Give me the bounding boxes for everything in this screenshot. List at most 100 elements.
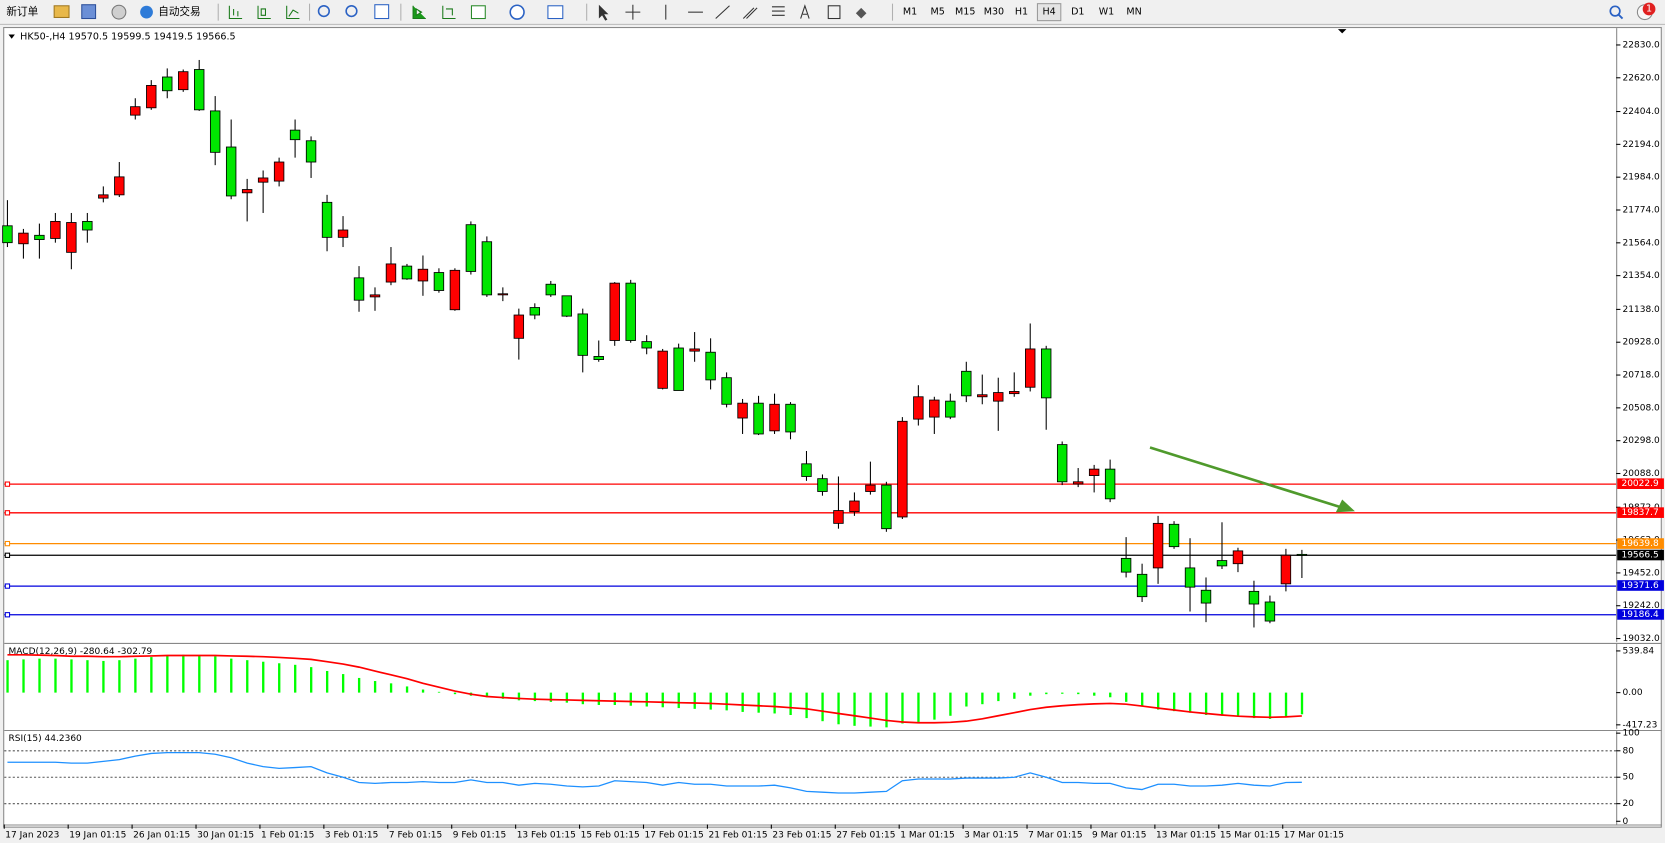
candle-body [1120,557,1132,573]
macd-bar [613,692,616,705]
macd-bar [501,692,505,699]
candle-body [849,500,860,513]
alerts-count: 1 [1646,3,1652,14]
candle-body [114,176,125,196]
macd-bar [1093,692,1096,696]
candle-body [337,229,349,238]
candle-body [449,269,461,311]
x-tick-label: 23 Feb 01:15 [772,831,831,841]
macd-bar [6,660,9,693]
icon[interactable] [286,5,300,20]
candle-body [257,177,269,183]
x-tick-label: 30 Jan 01:15 [197,831,254,841]
last-low: 19419.5 [154,31,193,42]
timeframe-button[interactable]: M1 [903,7,917,18]
y-tick-label: 21564.0 [1623,238,1661,248]
icon[interactable] [771,6,785,16]
candle-body [401,265,413,280]
icon[interactable] [509,4,525,20]
timeframe-button[interactable]: MN [1126,7,1141,18]
line-handle [4,481,11,487]
macd-bar [1045,692,1048,695]
macd-bar [118,660,121,693]
macd-bar [565,692,569,703]
icon[interactable] [81,4,97,20]
price-label-box [1617,507,1664,518]
macd-signal-line [7,653,1302,724]
icon[interactable] [412,5,426,20]
header-arrow [8,34,15,39]
auto-trading-button[interactable]: 自动交易 [140,5,201,19]
trend-arrow [1149,446,1341,509]
macd-bar [1236,692,1240,717]
icon[interactable] [53,5,70,18]
macd-bar [821,692,824,722]
timeframe-button[interactable]: H1 [1015,7,1028,18]
icon[interactable] [742,7,758,19]
macd-bar [1188,692,1192,713]
candle-body [1088,468,1100,476]
price-label-box [1617,580,1664,591]
icon[interactable] [228,5,243,20]
candle-body [417,268,429,282]
macd-bar [453,692,457,695]
y-tick-label: 19032.0 [1623,634,1661,644]
icon[interactable] [111,4,127,20]
new-order-button[interactable]: 新订单 [6,5,38,18]
y-tick-label: 22194.0 [1623,140,1661,150]
price-label: 19186.4 [1621,610,1659,620]
icon[interactable] [374,4,390,20]
timeframe-button[interactable]: H4 [1042,7,1055,18]
icon[interactable] [800,4,810,19]
macd-bar [1061,692,1064,694]
icon[interactable] [257,5,271,20]
line-handle [4,552,11,558]
timeframe-button[interactable]: M5 [930,7,944,18]
x-tick-label: 21 Feb 01:15 [708,831,767,841]
macd-bar [677,692,680,709]
candle-body [721,377,732,405]
timeframe-button[interactable]: M15 [955,7,975,18]
candle-body [98,194,109,199]
icon[interactable] [345,4,358,18]
candle-body [1040,348,1052,399]
macd-bar [757,692,760,713]
x-tick-label: 7 Mar 01:15 [1028,831,1082,841]
timeframe-selected [1036,3,1062,22]
icon[interactable] [827,5,841,20]
candle-body [1152,522,1164,569]
candle-body [1248,590,1260,605]
rsi-line [7,751,1302,794]
x-tick-label: 15 Feb 01:15 [581,831,640,841]
candle-body [801,463,812,477]
y-tick-label: 0 [1623,817,1629,827]
timeframe-button[interactable]: M30 [984,7,1004,18]
price-label: 20022.9 [1621,479,1659,489]
icon[interactable] [855,7,867,19]
toolbar-bg [0,0,1665,24]
candle-body [1009,391,1020,395]
icon[interactable] [442,5,456,20]
icon[interactable] [547,5,564,20]
price-label: 19639.8 [1621,539,1659,549]
candle-body [1296,553,1308,556]
icon[interactable] [625,4,641,20]
icon[interactable] [715,5,730,19]
macd-bar [102,660,105,693]
toolbar: 新订单 自动交易 M1 M5 M15 M30 H1 H4 [0,0,1665,25]
x-tick-label: 3 Mar 01:15 [964,831,1018,841]
macd-bar [789,692,792,716]
y-tick-label: 21774.0 [1623,206,1661,216]
icon[interactable] [598,4,609,21]
search-icon[interactable] [1609,5,1621,17]
icon[interactable] [470,5,486,20]
icon[interactable] [317,4,330,18]
line-handle [4,540,11,547]
timeframe-button[interactable]: W1 [1099,7,1115,18]
macd-bar [549,692,553,702]
timeframe-button[interactable]: D1 [1071,7,1084,18]
symbol: HK50-,H4 [20,31,65,42]
macd-bar [1125,692,1128,702]
candle-body [18,232,29,245]
y-tick-label: 20508.0 [1623,403,1661,413]
